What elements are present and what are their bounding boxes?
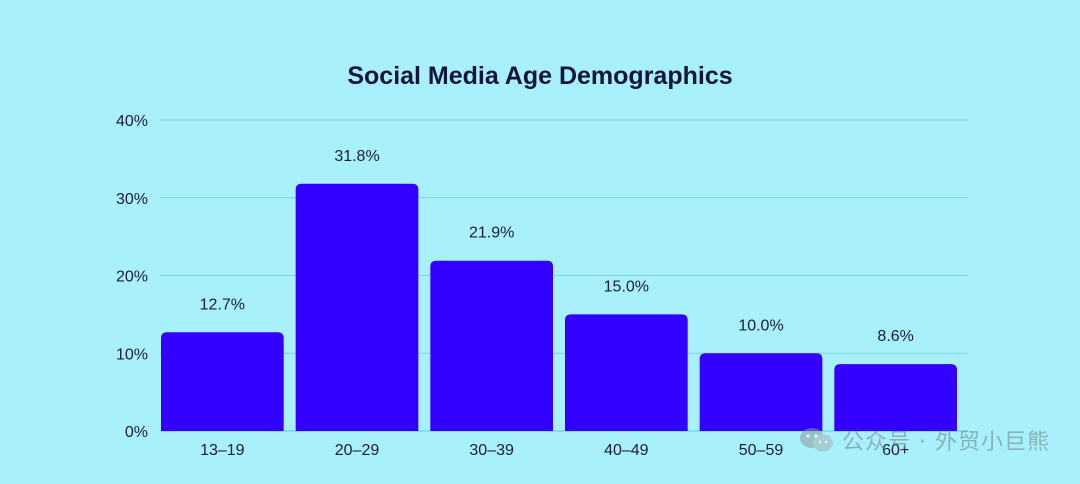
wechat-icon: [800, 428, 834, 452]
data-label: 15.0%: [604, 278, 649, 295]
y-tick-label: 30%: [116, 191, 148, 208]
x-tick-label: 20–29: [335, 442, 380, 459]
watermark-text: 公众号 · 外贸小巨熊: [842, 430, 1050, 455]
x-tick-label: 60+: [882, 442, 909, 459]
bar: [834, 364, 957, 431]
data-label: 12.7%: [200, 296, 245, 313]
watermark: 公众号 · 外贸小巨熊: [798, 424, 1050, 456]
y-tick-label: 10%: [116, 346, 148, 363]
bars: [161, 183, 957, 431]
x-tick-label: 50–59: [739, 442, 784, 459]
data-label: 31.8%: [334, 148, 379, 165]
bar: [295, 183, 419, 431]
grid-layer: [160, 119, 968, 432]
bar: [565, 314, 688, 431]
bar: [161, 332, 284, 431]
x-axis: 13–19 20–29 30–39 40–49 50–59 60+: [200, 442, 909, 459]
y-tick-label: 40%: [116, 113, 148, 130]
x-tick-label: 30–39: [469, 442, 514, 459]
y-tick-label: 20%: [116, 269, 148, 286]
bar: [430, 260, 553, 431]
data-label: 21.9%: [469, 225, 514, 242]
bar: [699, 353, 823, 431]
chart-title: Social Media Age Demographics: [347, 62, 732, 90]
x-tick-label: 13–19: [200, 442, 245, 459]
data-labels: 12.7% 31.8% 21.9% 15.0% 10.0% 8.6%: [200, 148, 914, 345]
y-axis: 0% 10% 20% 30% 40%: [116, 113, 148, 441]
data-label: 10.0%: [738, 317, 783, 334]
x-tick-label: 40–49: [604, 442, 649, 459]
data-label: 8.6%: [877, 328, 913, 345]
y-tick-label: 0%: [125, 424, 148, 441]
